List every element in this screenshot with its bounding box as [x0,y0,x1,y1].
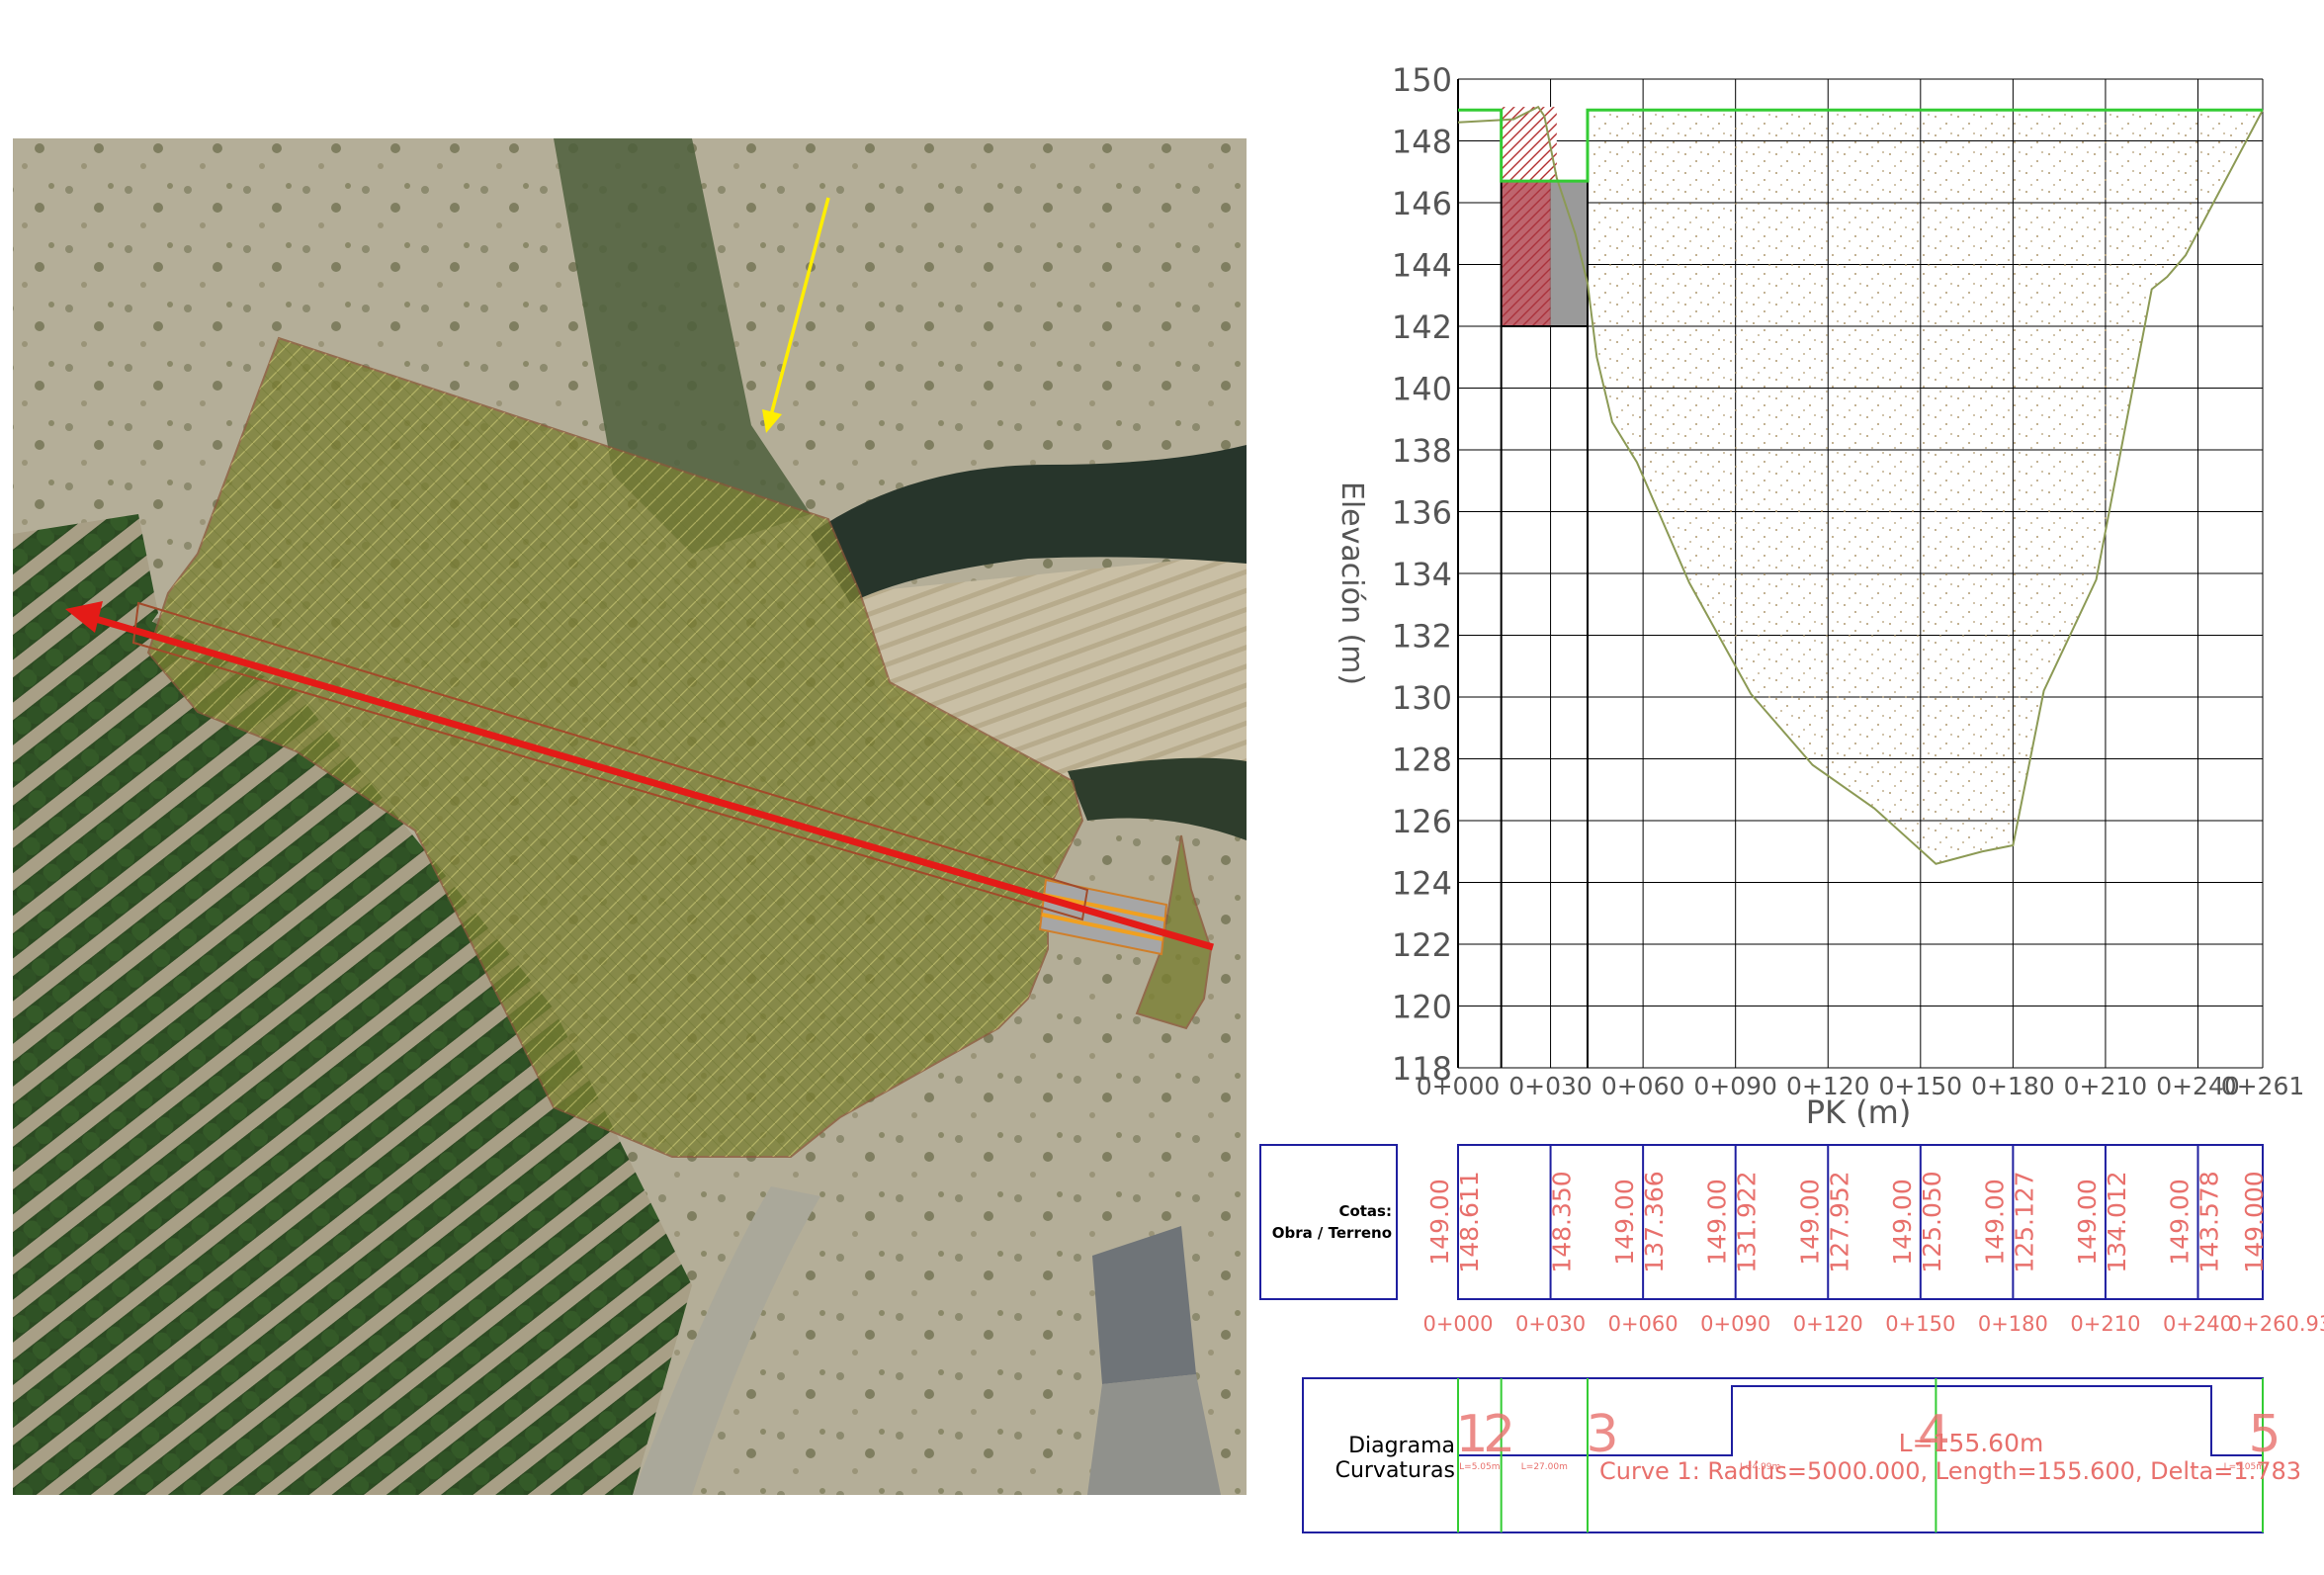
curve-description: Curve 1: Radius=5000.000, Length=155.600… [1599,1457,2301,1485]
curvatura-number: 2 [1483,1405,1515,1464]
x-tick-label: 0+210 [2064,1072,2148,1100]
curvatura-small-label: L=5.05m [1459,1462,1500,1472]
cota-terreno: 143.578 [2195,1171,2224,1272]
cota-pk-label: 0+180 [1978,1312,2048,1336]
x-tick-label: 0+150 [1879,1072,1963,1100]
x-tick-label: 0+090 [1693,1072,1777,1100]
curvatura-number: 4 [1918,1405,1950,1464]
curvatura-small-label: L=4.99m [1740,1462,1780,1472]
curvatura-number: 3 [1586,1405,1618,1464]
x-axis-label: PK (m) [1806,1094,1912,1131]
design-line [1458,108,2263,183]
cota-pk-label: 0+090 [1700,1312,1770,1336]
yellow-arrow-icon [762,197,830,433]
curvaturas-table: Diagrama Curvaturas 12 3 4 5L=5.05m L=27.00m… [1302,1377,2301,1533]
cotas-subtitle: Obra / Terreno [1272,1224,1392,1242]
cotas-table: Cotas: Obra / Terreno 149.00 148.611 148.3… [1259,1144,2324,1336]
cota-pk-label: 0+240 [2163,1312,2233,1336]
y-tick-label: 128 [1392,742,1452,779]
chart-grid [1457,78,2264,1069]
chart-lines [1457,105,2264,1068]
upper-cut [1501,107,1557,182]
x-tick-label: 0+000 [1417,1072,1501,1100]
x-tick-label: 0+261 [2221,1072,2305,1100]
y-tick-label: 126 [1392,803,1452,840]
cota-pk-label: 0+260.93 [2229,1312,2324,1336]
curvatura-small-label: L=5.05m [2224,1462,2265,1472]
cota-obra: 149.00 [1425,1179,1454,1265]
cotas-title: Cotas: [1338,1202,1392,1220]
y-tick-label: 136 [1392,494,1452,532]
cota-pk-label: 0+210 [2070,1312,2140,1336]
curvaturas-subtitle: Curvaturas [1335,1458,1455,1483]
curvatura-small-label: L=27.00m [1521,1462,1568,1472]
y-tick-label: 130 [1392,679,1452,717]
cota-pk-label: 0+000 [1422,1312,1493,1336]
x-tick-label: 0+030 [1508,1072,1592,1100]
curvatura-number: 1 [1455,1405,1488,1464]
abutment-block [1550,181,1588,326]
y-tick-label: 132 [1392,618,1452,656]
y-tick-label: 144 [1392,247,1452,285]
cota-obra: 149.00 [1610,1179,1639,1265]
cota-terreno: 149.000 [2240,1171,2269,1272]
chart-fills [1500,107,2263,864]
cota-obra: 149.00 [1795,1179,1824,1265]
fill-area [1587,110,2263,864]
y-axis-label: Elevación (m) [1334,481,1369,685]
x-tick-label: 0+180 [1971,1072,2055,1100]
cota-pk-label: 0+120 [1793,1312,1863,1336]
y-tick-label: 148 [1392,124,1452,161]
lower-cut-hatch [1501,181,1551,326]
cota-obra: 149.00 [2166,1179,2195,1265]
y-tick-label: 138 [1392,432,1452,470]
red-arrow-icon [65,601,1214,951]
y-tick-label: 146 [1392,185,1452,222]
cota-pk-label: 0+150 [1885,1312,1955,1336]
terrain-line [1457,105,2264,865]
cotas-values: 149.00 148.611 148.350 149.00 137.366 149.00 1… [1422,1145,2324,1336]
cota-terreno: 134.012 [2103,1171,2131,1272]
cota-terreno: 125.050 [1918,1171,1946,1272]
x-tick-label: 0+240 [2156,1072,2240,1100]
y-tick-label: 150 [1392,61,1452,99]
curvaturas-values: 12 3 4 5L=5.05m L=27.00m L=4.99m L=5.05m [1455,1378,2281,1532]
y-tick-label: 124 [1392,865,1452,903]
curvaturas-title: Diagrama [1348,1434,1455,1458]
y-tick-label: 142 [1392,308,1452,346]
curve-length-label: L=155.60m [1899,1429,2044,1457]
y-tick-label: 120 [1392,989,1452,1026]
cota-pk-label: 0+030 [1515,1312,1586,1336]
x-tick-label: 0+060 [1601,1072,1685,1100]
curvatura-number: 5 [2248,1405,2281,1464]
y-tick-label: 134 [1392,556,1452,593]
y-tick-label: 122 [1392,926,1452,964]
cota-obra: 149.00 [2073,1179,2102,1265]
cota-terreno: 127.952 [1825,1171,1853,1272]
cota-obra: 149.00 [1980,1179,2009,1265]
x-tick-label: 0+120 [1786,1072,1870,1100]
cota-terreno: 148.611 [1455,1171,1484,1272]
cota-obra: 149.00 [1703,1179,1732,1265]
cota-terreno: 148.350 [1548,1171,1577,1272]
cota-terreno: 137.366 [1640,1171,1669,1272]
cota-obra: 149.00 [1888,1179,1917,1265]
chart-ticks: 150 148 146 144 142 140 138 136 134 132 130 128 126 1… [1392,61,2304,1100]
y-tick-label: 140 [1392,371,1452,408]
cota-pk-label: 0+060 [1608,1312,1678,1336]
cota-terreno: 125.127 [2010,1171,2038,1272]
y-tick-label: 118 [1392,1050,1452,1088]
cota-terreno: 131.922 [1733,1171,1762,1272]
